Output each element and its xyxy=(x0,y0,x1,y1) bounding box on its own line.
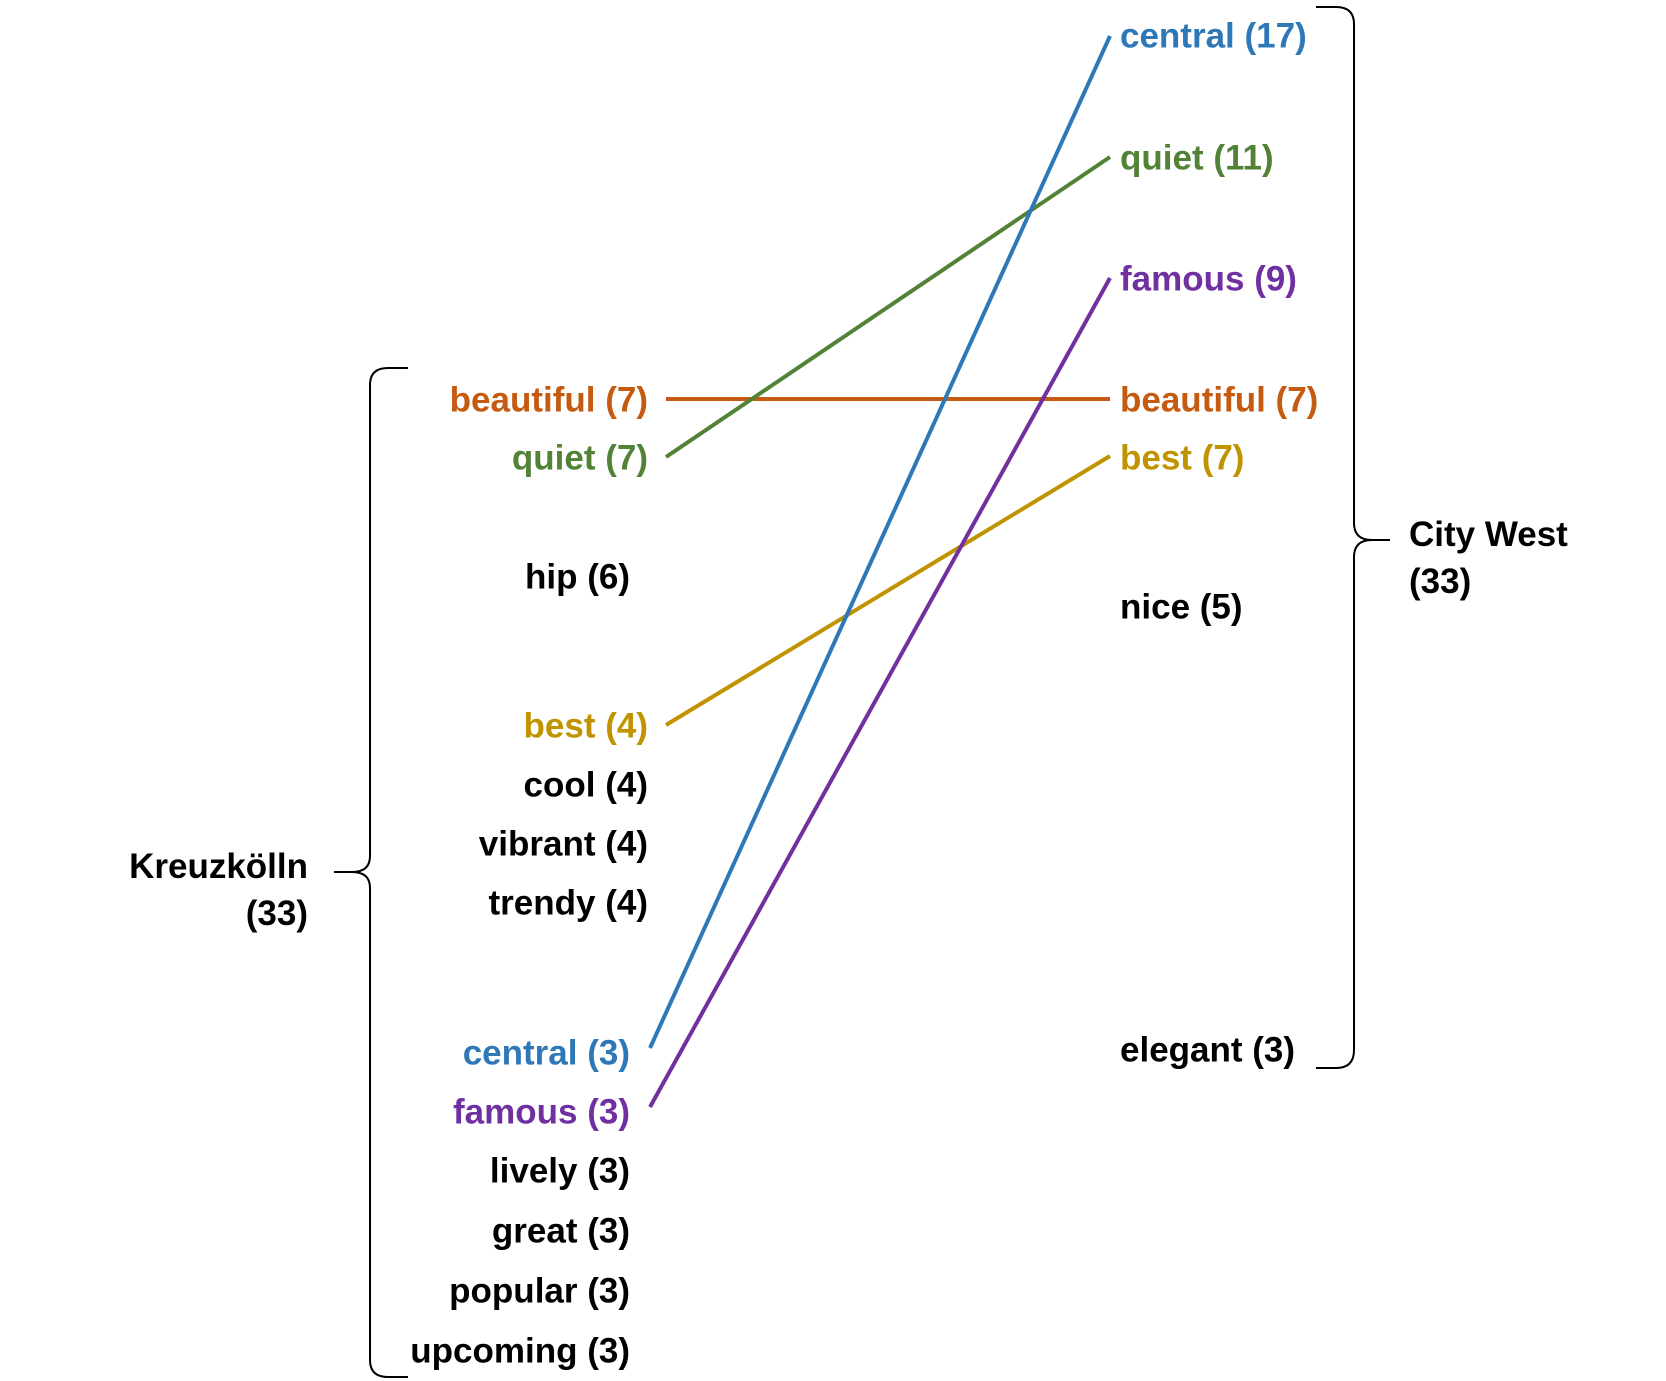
right-term-beautiful: beautiful (7) xyxy=(1120,380,1318,419)
right-term-famous: famous (9) xyxy=(1120,259,1297,298)
left-term-lively: lively (3) xyxy=(490,1151,630,1190)
right-term-central: central (17) xyxy=(1120,16,1307,55)
left-term-cool: cool (4) xyxy=(524,765,648,804)
right-term-list: central (17) quiet (11) famous (9) beautifu… xyxy=(1120,16,1318,1069)
left-term-vibrant: vibrant (4) xyxy=(479,824,648,863)
left-term-hip: hip (6) xyxy=(525,557,630,596)
right-term-nice: nice (5) xyxy=(1120,587,1243,626)
left-term-trendy: trendy (4) xyxy=(489,883,648,922)
left-group-brace xyxy=(334,367,408,1378)
connection-line-famous xyxy=(648,277,1112,1108)
left-term-popular: popular (3) xyxy=(449,1271,630,1310)
right-group-count: (33) xyxy=(1409,562,1471,601)
connection-lines xyxy=(648,35,1112,1108)
left-term-central: central (3) xyxy=(463,1033,630,1072)
left-term-quiet: quiet (7) xyxy=(512,438,648,477)
left-term-great: great (3) xyxy=(492,1211,630,1250)
connection-line-quiet xyxy=(664,155,1112,459)
right-term-best: best (7) xyxy=(1120,438,1244,477)
connection-line-central xyxy=(648,35,1112,1049)
right-group-brace xyxy=(1316,6,1390,1069)
right-group-name: City West xyxy=(1409,515,1568,554)
right-term-quiet: quiet (11) xyxy=(1120,138,1274,177)
connection-line-best xyxy=(664,454,1112,727)
left-term-famous: famous (3) xyxy=(453,1092,630,1131)
left-term-upcoming: upcoming (3) xyxy=(410,1331,630,1370)
left-group-count: (33) xyxy=(246,894,308,933)
left-term-best: best (4) xyxy=(524,706,648,745)
left-term-list: beautiful (7) quiet (7) hip (6) best (4) coo… xyxy=(410,380,648,1370)
left-term-beautiful: beautiful (7) xyxy=(450,380,648,419)
right-term-elegant: elegant (3) xyxy=(1120,1030,1295,1069)
left-group-name: Kreuzkölln xyxy=(129,847,308,886)
